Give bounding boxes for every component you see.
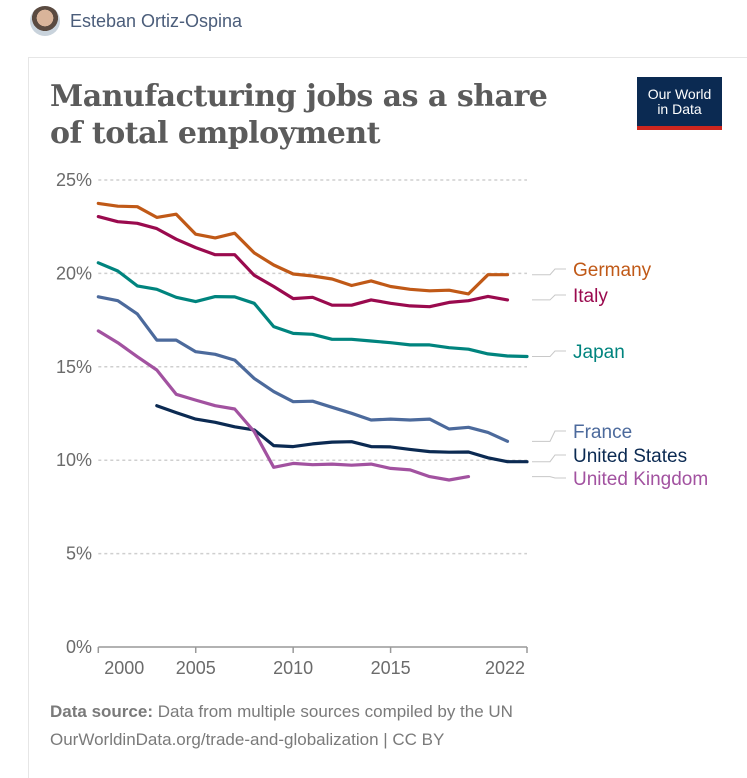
series-line-germany — [96, 201, 510, 296]
series-label: Japan — [573, 342, 625, 363]
x-tick-label: 2022 — [485, 658, 525, 678]
x-tick-label: 2000 — [104, 658, 144, 678]
series-label: Italy — [573, 286, 608, 307]
legend-leader-line — [532, 268, 566, 276]
author-name[interactable]: Esteban Ortiz-Ospina — [70, 10, 243, 31]
series-label: Germany — [573, 260, 652, 281]
y-tick-label: 15% — [56, 357, 92, 377]
source-link[interactable]: OurWorldinData.org/trade-and-globalizati… — [50, 730, 445, 749]
data-source: Data source: Data from multiple sources … — [50, 702, 513, 722]
y-tick-label: 25% — [56, 170, 92, 190]
y-tick-label: 5% — [66, 544, 92, 564]
legend-leader-line — [532, 476, 566, 479]
avatar — [30, 6, 60, 36]
data-source-text: Data from multiple sources compiled by t… — [152, 702, 513, 721]
chart-title: Manufacturing jobs as a share of total e… — [50, 79, 548, 151]
data-source-label: Data source: — [50, 702, 153, 721]
series-label: United Kingdom — [573, 469, 708, 490]
logo-line-1: Our World — [647, 85, 712, 102]
legend-leader-line — [532, 350, 566, 358]
y-tick-label: 20% — [56, 263, 92, 283]
series-line-united-kingdom — [96, 329, 471, 482]
x-tick-label: 2010 — [273, 658, 313, 678]
chart-card — [28, 57, 747, 778]
y-tick-label: 10% — [56, 450, 92, 470]
y-tick-label: 0% — [66, 637, 92, 657]
x-tick-label: 2015 — [371, 658, 411, 678]
series-label: United States — [573, 446, 687, 467]
x-tick-label: 2005 — [176, 658, 216, 678]
series-line-france — [96, 295, 510, 443]
logo-line-2: in Data — [657, 100, 702, 117]
legend-leader-line — [532, 294, 566, 301]
series-line-japan — [96, 261, 529, 359]
author-byline[interactable]: Esteban Ortiz-Ospina — [30, 6, 242, 36]
legend-leader-line — [532, 430, 566, 442]
series-line-italy — [96, 215, 510, 309]
legend-leader-line — [532, 454, 566, 463]
owid-logo[interactable]: Our World in Data — [637, 77, 722, 130]
series-label: France — [573, 422, 632, 443]
series-line-united-states — [155, 404, 529, 464]
